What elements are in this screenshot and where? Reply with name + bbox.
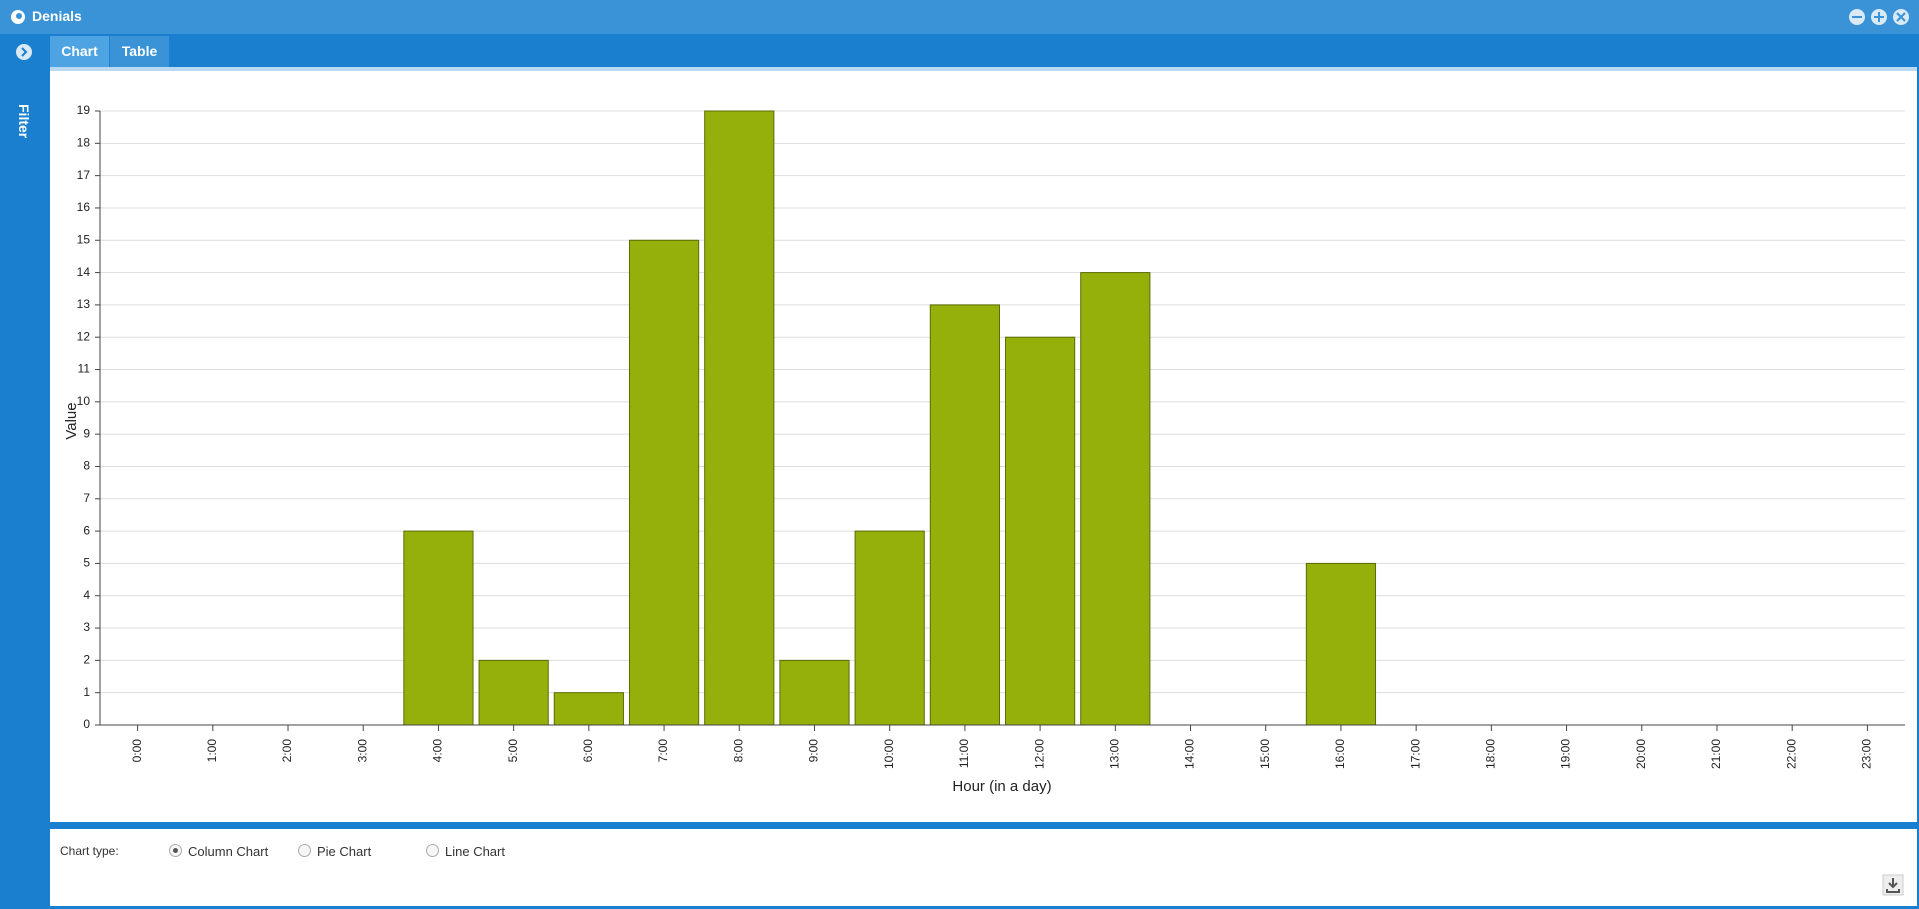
bar (854, 530, 925, 726)
option-line[interactable]: Line Chart (445, 844, 505, 859)
x-tick-label: 15:00 (1258, 739, 1272, 769)
title-bar: Denials (0, 0, 1919, 34)
window-buttons[interactable] (1847, 5, 1917, 29)
x-tick-label: 21:00 (1709, 739, 1723, 769)
x-tick-label: 14:00 (1183, 739, 1197, 769)
app-icon (11, 10, 25, 24)
x-tick-label: 18:00 (1484, 739, 1498, 769)
bar (628, 239, 700, 726)
options-panel: Chart type: Column Chart Pie Chart Line … (50, 829, 1917, 906)
bar (1305, 562, 1377, 726)
chart-panel: Value Hour (in a day) 0 1 2 3 4 5 6 7 8 9 10 11 12 13… (50, 67, 1917, 822)
x-tick-label: 19:00 (1559, 739, 1573, 769)
x-tick-label: 10:00 (882, 739, 896, 769)
x-tick-label: 23:00 (1860, 739, 1874, 769)
y-tick-label: 11 (78, 362, 91, 376)
window-title: Denials (32, 8, 82, 24)
bar (704, 110, 775, 726)
x-tick-label: 5:00 (506, 739, 520, 763)
x-tick-label: 11:00 (957, 739, 971, 768)
x-tick-label: 22:00 (1784, 739, 1798, 769)
y-tick-label: 1 (83, 685, 90, 699)
x-tick-label: 0:00 (130, 739, 144, 763)
y-tick-label: 16 (77, 200, 91, 214)
filter-label: Filter (16, 104, 32, 139)
radio-column[interactable] (169, 844, 182, 857)
radio-pie[interactable] (298, 844, 311, 857)
y-tick-label: 0 (83, 717, 90, 731)
x-axis-title: Hour (in a day) (952, 778, 1051, 795)
x-tick-label: 1:00 (205, 739, 219, 763)
y-tick-label: 2 (83, 653, 90, 667)
x-tick-label: 3:00 (355, 739, 369, 763)
bar (553, 692, 624, 726)
chart-type-label: Chart type: (60, 844, 119, 858)
bar (403, 530, 474, 726)
y-tick-label: 13 (77, 297, 91, 311)
y-tick-label: 7 (83, 491, 90, 505)
bar (1005, 336, 1076, 726)
x-tick-label: 2:00 (280, 739, 294, 763)
x-tick-label: 16:00 (1333, 739, 1347, 769)
y-tick-label: 12 (77, 329, 91, 343)
x-tick-label: 8:00 (731, 739, 745, 763)
x-tick-label: 4:00 (431, 739, 445, 763)
y-tick-label: 18 (77, 135, 91, 149)
x-tick-label: 20:00 (1634, 739, 1648, 769)
y-axis-title: Value (63, 402, 80, 439)
filter-sidebar[interactable]: Filter (6, 34, 43, 906)
y-tick-label: 14 (77, 265, 91, 279)
x-tick-label: 6:00 (581, 739, 595, 763)
y-tick-label: 17 (77, 168, 91, 182)
bar (478, 659, 549, 726)
y-tick-label: 5 (83, 556, 90, 570)
bar (1080, 272, 1151, 726)
y-tick-label: 15 (77, 232, 91, 246)
tab-chart[interactable]: Chart (50, 36, 109, 67)
option-pie[interactable]: Pie Chart (317, 844, 372, 859)
download-button[interactable] (1882, 874, 1904, 896)
bar (929, 304, 1000, 726)
bar (779, 659, 850, 726)
x-tick-label: 17:00 (1408, 739, 1422, 769)
x-tick-label: 12:00 (1032, 739, 1046, 769)
x-tick-label: 9:00 (807, 739, 821, 763)
x-tick-label: 13:00 (1107, 739, 1121, 769)
y-tick-label: 4 (83, 588, 90, 602)
y-tick-label: 19 (77, 103, 91, 117)
y-tick-label: 6 (83, 523, 90, 537)
y-tick-label: 10 (77, 394, 91, 408)
expand-icon[interactable] (15, 43, 33, 61)
chart: Value Hour (in a day) 012345678910111213… (63, 103, 1905, 795)
x-tick-label: 7:00 (656, 739, 670, 763)
y-tick-label: 9 (83, 426, 90, 440)
y-tick-label: 8 (83, 459, 90, 473)
radio-line[interactable] (426, 844, 439, 857)
y-tick-label: 3 (83, 620, 90, 634)
option-column[interactable]: Column Chart (188, 844, 269, 859)
tab-table[interactable]: Table (110, 36, 169, 67)
